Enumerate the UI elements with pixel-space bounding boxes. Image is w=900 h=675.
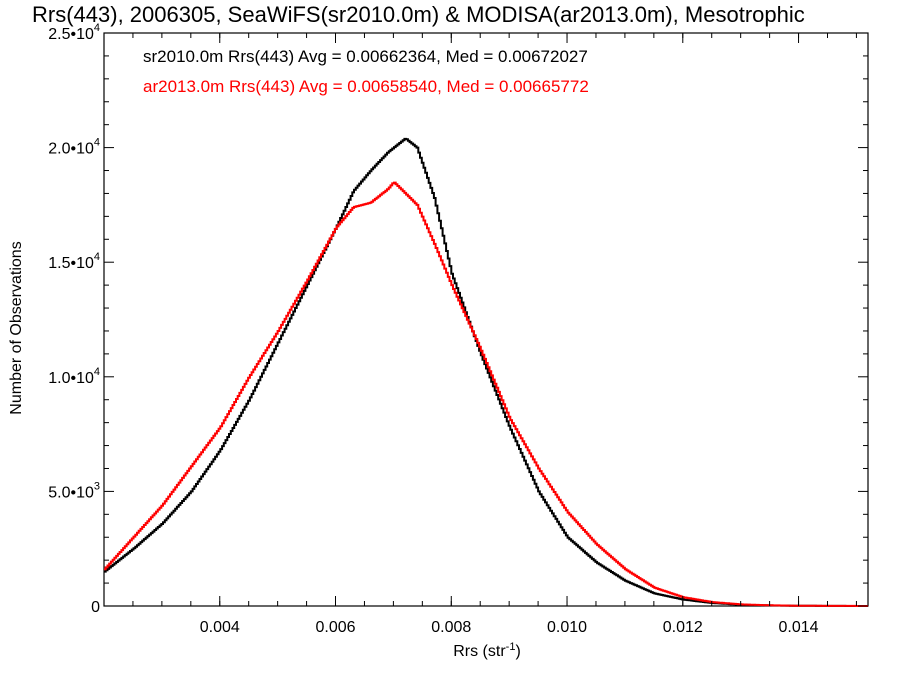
plot-area xyxy=(103,32,869,607)
x-tick-label: 0.014 xyxy=(779,619,819,636)
series-line-1 xyxy=(104,181,868,607)
legend-entry-ar2013: ar2013.0m Rrs(443) Avg = 0.00658540, Med… xyxy=(143,77,589,96)
x-tick-label: 0.004 xyxy=(200,619,240,636)
legend: sr2010.0m Rrs(443) Avg = 0.00662364, Med… xyxy=(143,47,589,96)
y-tick-label: 5.0•103 xyxy=(48,480,100,501)
series-layer xyxy=(104,137,868,607)
x-tick-label: 0.010 xyxy=(547,619,587,636)
y-tick-label: 1.0•104 xyxy=(48,366,100,387)
plot-frame xyxy=(103,32,869,607)
x-tick-label: 0.012 xyxy=(663,619,703,636)
chart-title: Rrs(443), 2006305, SeaWiFS(sr2010.0m) & … xyxy=(32,2,805,27)
y-tick-label: 2.0•104 xyxy=(48,137,100,158)
y-tick-label: 2.5•104 xyxy=(48,22,100,43)
x-axis-label: Rrs (str-1) xyxy=(453,641,521,660)
legend-entry-sr2010: sr2010.0m Rrs(443) Avg = 0.00662364, Med… xyxy=(143,47,588,66)
series-line-0 xyxy=(104,137,868,607)
axis-ticks: 0.004 0.006 0.008 0.010 0.012 0.014 0 5.0•103 1.… xyxy=(48,22,868,636)
x-tick-label: 0.006 xyxy=(315,619,355,636)
y-tick-label: 1.5•104 xyxy=(48,251,100,272)
x-tick-label: 0.008 xyxy=(431,619,471,636)
y-tick-label: 0 xyxy=(91,599,100,616)
y-axis-label: Number of Observations xyxy=(8,241,25,414)
